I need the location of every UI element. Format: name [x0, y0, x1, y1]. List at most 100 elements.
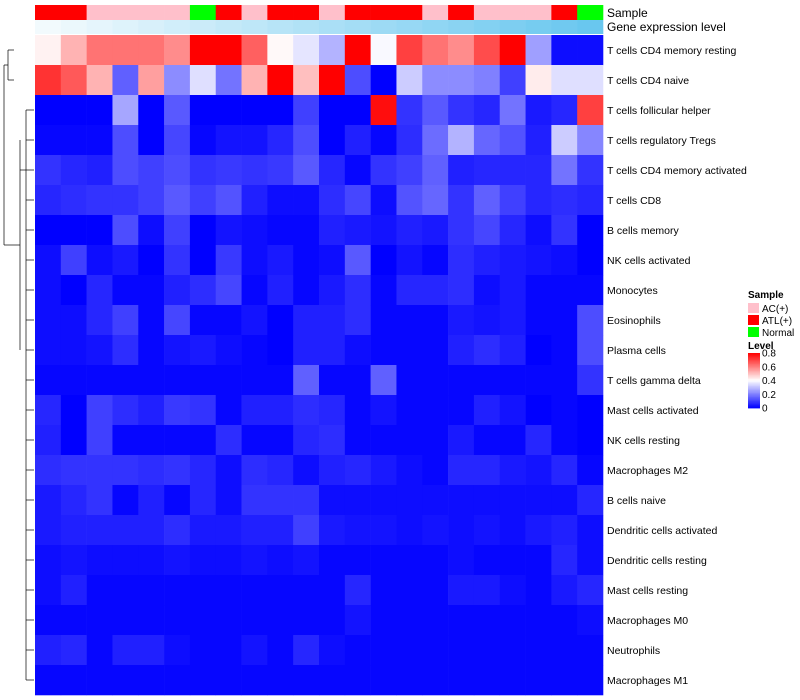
heatmap-cell — [86, 635, 113, 666]
heatmap-cell — [215, 575, 242, 606]
heatmap-cell — [267, 305, 294, 336]
heatmap-cell — [319, 185, 346, 216]
heatmap-cell — [396, 575, 423, 606]
heatmap-cell — [293, 185, 320, 216]
heatmap-cell — [241, 155, 268, 186]
heatmap-cell — [189, 395, 217, 426]
row-label: Monocytes — [607, 285, 658, 297]
heatmap-cell — [473, 275, 501, 306]
colorbar-segment — [748, 362, 760, 365]
heatmap-cell — [551, 125, 578, 156]
heatmap-cell — [525, 395, 552, 426]
heatmap-cell — [60, 635, 87, 666]
row-label: NK cells activated — [607, 255, 691, 267]
sample-annotation-cell — [396, 5, 423, 20]
heatmap-cell — [551, 575, 578, 606]
heatmap-cell — [370, 455, 397, 486]
expression-annotation-cell — [499, 20, 526, 34]
heatmap-cell — [396, 365, 423, 396]
heatmap-cell — [267, 545, 294, 576]
heatmap-cell — [525, 425, 552, 456]
heatmap-cell — [344, 275, 371, 306]
row-label: T cells regulatory Tregs — [607, 135, 716, 147]
heatmap-cell — [138, 245, 165, 276]
row-label: T cells CD8 — [607, 195, 661, 207]
heatmap-cell — [448, 215, 475, 246]
heatmap-cell — [499, 605, 526, 636]
heatmap-cell — [422, 95, 449, 126]
column-annotations — [35, 5, 604, 34]
heatmap-cell — [344, 395, 371, 426]
heatmap-cell — [370, 65, 397, 96]
heatmap-cell — [215, 605, 242, 636]
heatmap-cell — [448, 515, 475, 546]
heatmap-cell — [293, 35, 320, 66]
heatmap-cell — [241, 305, 268, 336]
heatmap-cell — [189, 545, 217, 576]
heatmap-cell — [164, 605, 191, 636]
row-label: NK cells resting — [607, 435, 680, 447]
colorbar-segment — [748, 380, 760, 383]
heatmap-cell — [215, 365, 242, 396]
heatmap-cell — [267, 125, 294, 156]
heatmap-cell — [112, 635, 139, 666]
heatmap-cell — [267, 335, 294, 366]
heatmap-cell — [577, 395, 604, 426]
heatmap-cell — [577, 305, 604, 336]
heatmap-cell — [499, 515, 526, 546]
heatmap-cell — [164, 455, 191, 486]
heatmap-cell — [189, 215, 217, 246]
heatmap-cell — [241, 515, 268, 546]
heatmap-cell — [164, 65, 191, 96]
heatmap-cell — [35, 395, 62, 426]
heatmap-cell — [215, 125, 242, 156]
row-label: Eosinophils — [607, 315, 661, 327]
heatmap-cell — [396, 275, 423, 306]
heatmap-cell — [189, 35, 217, 66]
heatmap-cell — [215, 395, 242, 426]
heatmap-cell — [215, 155, 242, 186]
heatmap-cell — [577, 335, 604, 366]
colorbar-segment — [748, 357, 760, 359]
row-label: Macrophages M2 — [607, 465, 688, 477]
heatmap-cell — [344, 305, 371, 336]
legend-sample-label: Normal — [762, 328, 794, 339]
heatmap-cell — [473, 485, 501, 516]
heatmap-cell — [422, 545, 449, 576]
heatmap-cell — [241, 365, 268, 396]
colorbar-segment — [748, 354, 760, 357]
heatmap-cell — [344, 185, 371, 216]
legend-sample-swatch — [748, 327, 759, 337]
heatmap-cell — [60, 275, 87, 306]
heatmap-cell — [525, 335, 552, 366]
heatmap-cell — [215, 335, 242, 366]
colorbar-segment — [748, 361, 760, 364]
heatmap-cell — [112, 275, 139, 306]
row-dendrogram — [3, 49, 34, 681]
colorbar-segment — [748, 384, 760, 387]
heatmap-cell — [525, 65, 552, 96]
heatmap-cell — [396, 305, 423, 336]
heatmap-cell — [138, 665, 165, 696]
heatmap-cell — [525, 35, 552, 66]
heatmap-cell — [525, 365, 552, 396]
expression-annotation-cell — [215, 20, 242, 34]
heatmap-cell — [344, 665, 371, 696]
legend: Sample AC(+)ATL(+)Normal Level 0.8 0.6 0.4… — [748, 290, 794, 415]
heatmap-cell — [241, 455, 268, 486]
heatmap-cell — [215, 65, 242, 96]
row-label: T cells CD4 naive — [607, 75, 689, 87]
heatmap-cell — [293, 575, 320, 606]
colorbar-segment — [748, 370, 760, 373]
legend-level-tick: 0.6 — [762, 362, 776, 373]
heatmap-cell — [164, 305, 191, 336]
heatmap-cell — [138, 545, 165, 576]
heatmap-cell — [499, 305, 526, 336]
heatmap-cell — [60, 365, 87, 396]
heatmap-cell — [112, 455, 139, 486]
expression-annotation-cell — [344, 20, 371, 34]
heatmap-cell — [267, 185, 294, 216]
heatmap-cell — [319, 215, 346, 246]
expression-annotation-cell — [525, 20, 552, 34]
heatmap-cells — [35, 35, 604, 696]
